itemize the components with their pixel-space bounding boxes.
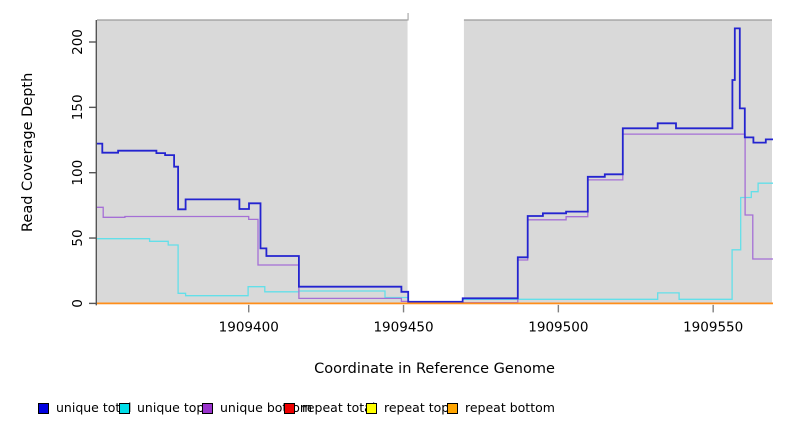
legend-item-unique-top: unique top — [119, 400, 204, 416]
masked-gap-region — [407, 13, 464, 305]
y-tick-label: 200 — [70, 29, 86, 55]
legend: unique total unique top unique bottom repea… — [0, 400, 792, 424]
x-axis-title: Coordinate in Reference Genome — [314, 361, 555, 377]
series-unique-top — [97, 182, 773, 304]
legend-label: unique top — [137, 400, 205, 415]
legend-item-repeat-total: repeat total — [284, 400, 375, 416]
x-tick-label: 1909450 — [373, 319, 433, 335]
y-tick-label: 0 — [70, 299, 86, 308]
legend-swatch-icon — [119, 402, 130, 414]
y-axis-title: Read Coverage Depth — [20, 72, 36, 232]
legend-label: repeat top — [384, 400, 450, 415]
series-unique-total — [97, 27, 773, 303]
legend-label: unique total — [56, 400, 132, 415]
x-tick-label: 1909500 — [528, 319, 588, 335]
legend-item-repeat-top: repeat top — [366, 400, 449, 416]
legend-item-repeat-bottom: repeat bottom — [447, 400, 555, 416]
legend-swatch-icon — [366, 402, 377, 414]
legend-swatch-icon — [447, 402, 458, 414]
y-tick-label: 100 — [70, 160, 86, 186]
legend-label: repeat bottom — [465, 400, 555, 415]
legend-swatch-icon — [38, 402, 49, 414]
legend-swatch-icon — [202, 402, 213, 414]
x-tick-label: 1909400 — [219, 319, 279, 335]
legend-swatch-icon — [284, 402, 295, 414]
legend-item-unique-total: unique total — [38, 400, 131, 416]
y-tick-label: 50 — [70, 229, 86, 246]
x-tick-label: 1909550 — [683, 319, 743, 335]
legend-label: repeat total — [302, 400, 376, 415]
y-tick-label: 150 — [70, 94, 86, 120]
